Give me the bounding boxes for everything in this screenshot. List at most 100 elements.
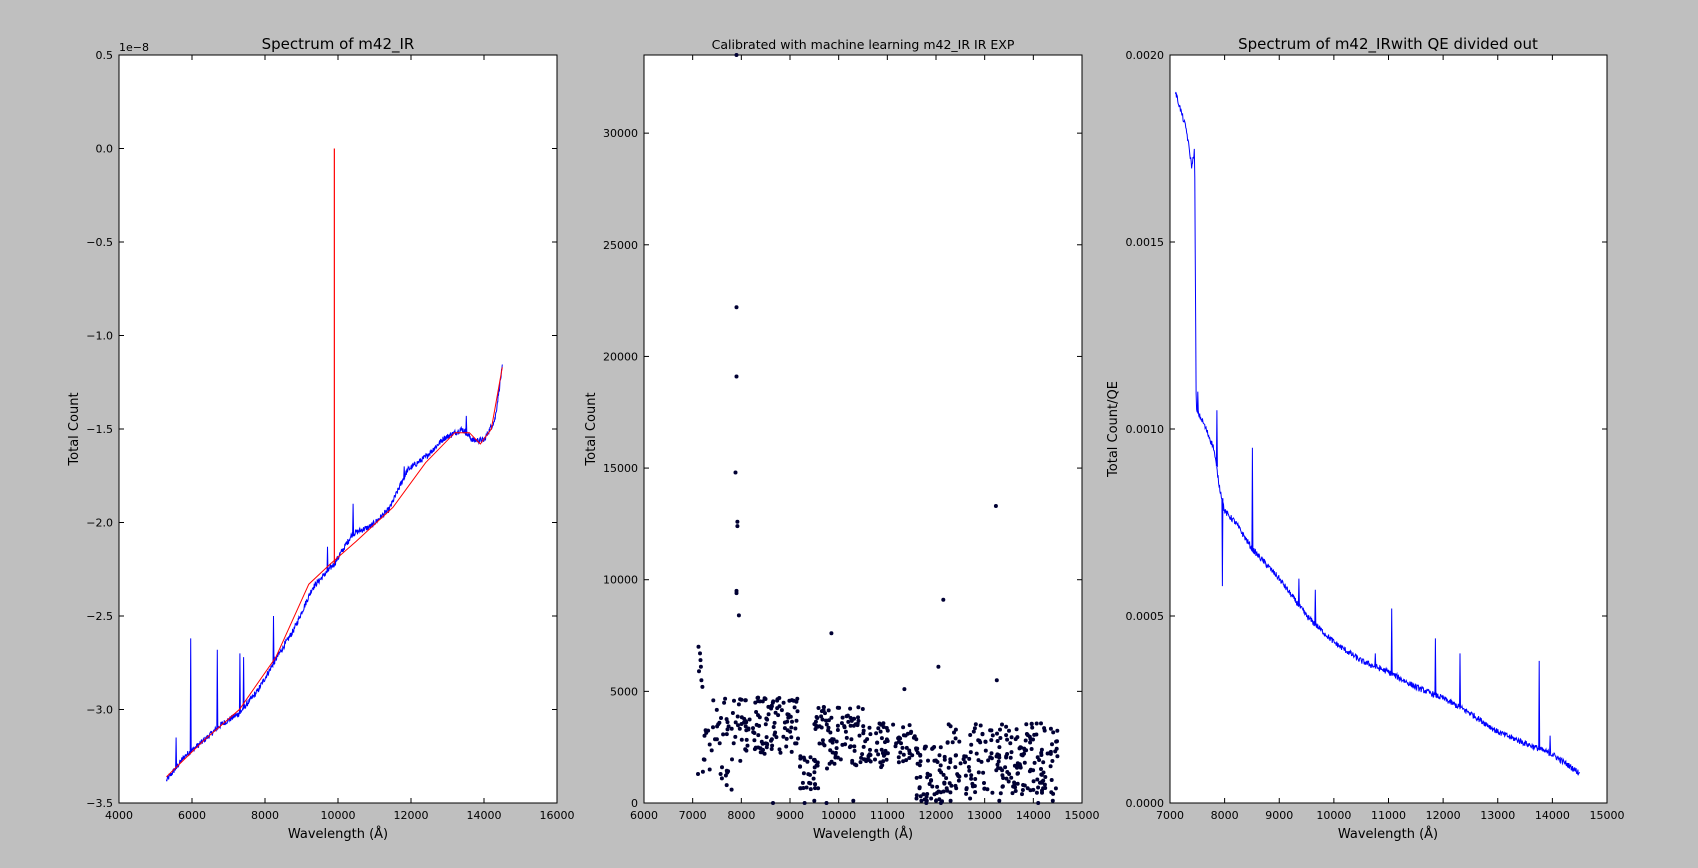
scatter-point	[861, 724, 866, 729]
scatter-point	[950, 740, 955, 745]
scatter-point	[813, 782, 818, 787]
scatter-point	[770, 700, 775, 705]
scatter-point	[967, 768, 972, 773]
scatter-point	[1007, 772, 1012, 776]
scatter-point	[1000, 773, 1005, 778]
scatter-point	[937, 768, 942, 773]
scatter-point	[719, 716, 723, 720]
scatter-point	[896, 760, 901, 765]
scatter-point	[930, 784, 935, 789]
scatter-point	[764, 735, 769, 740]
scatter-point	[843, 729, 848, 734]
scatter-point	[998, 727, 1002, 732]
scatter-point	[988, 728, 993, 733]
scatter-point	[1034, 790, 1039, 795]
y-tick-label: 15000	[603, 462, 638, 475]
scatter-point	[945, 740, 950, 745]
scatter-point	[957, 739, 962, 744]
scatter-point	[1039, 753, 1044, 757]
scatter-point	[990, 790, 995, 795]
scatter-point	[711, 725, 715, 730]
scatter-point	[860, 707, 865, 711]
scatter-point	[1015, 781, 1020, 786]
scatter-point	[851, 798, 856, 803]
scatter-point	[885, 751, 890, 756]
scatter-point	[973, 722, 978, 727]
scatter-point	[922, 746, 927, 751]
scatter-point	[735, 714, 740, 719]
scatter-point	[831, 737, 836, 742]
scatter-point	[947, 781, 952, 786]
scatter-point	[1050, 798, 1055, 803]
scatter-point	[732, 698, 736, 703]
scatter-point	[798, 764, 802, 769]
scatter-point	[833, 755, 838, 760]
x-tick-label: 9000	[1265, 809, 1293, 822]
scatter-point	[876, 752, 881, 757]
scatter-point	[952, 730, 956, 735]
scatter-point	[724, 783, 729, 788]
scatter-point	[1055, 754, 1060, 759]
scatter-point	[770, 743, 775, 748]
scatter-point	[763, 697, 768, 701]
scatter-point	[777, 747, 782, 752]
scatter-point	[784, 744, 789, 749]
scatter-point	[752, 731, 757, 735]
scatter-point	[721, 732, 726, 737]
scatter-point	[738, 758, 743, 763]
scatter-point	[733, 734, 738, 739]
scatter-point	[898, 750, 903, 755]
scatter-point	[1003, 765, 1008, 770]
scatter-point	[828, 748, 833, 753]
scatter-point	[1007, 728, 1011, 733]
scatter-point	[1049, 778, 1054, 782]
scatter-point	[1008, 741, 1013, 746]
scatter-point	[901, 752, 906, 757]
scatter-point	[1009, 775, 1014, 780]
scatter-point	[973, 777, 978, 781]
scatter-point	[1036, 801, 1041, 805]
scatter-point	[925, 775, 930, 780]
chart-title: Spectrum of m42_IR	[262, 35, 415, 54]
data-marks	[165, 148, 503, 782]
scatter-point	[938, 763, 943, 768]
scatter-point	[929, 778, 933, 783]
scatter-point	[718, 772, 723, 776]
x-tick-label: 4000	[105, 809, 133, 822]
scatter-point	[816, 786, 821, 791]
scatter-point	[714, 737, 719, 742]
scatter-point	[826, 718, 831, 723]
scatter-point	[736, 702, 741, 707]
scatter-point	[796, 736, 800, 741]
scatter-point	[824, 801, 829, 805]
scatter-point	[773, 730, 778, 735]
scatter-point	[856, 715, 860, 720]
scatter-point	[972, 726, 977, 731]
x-ticks: 7000 8000 9000 10000 11000 12000 13000 14000 150…	[1156, 55, 1625, 822]
x-tick-label: 8000	[251, 809, 279, 822]
scatter-point	[771, 801, 775, 805]
scatter-point	[938, 745, 943, 750]
scatter-point	[918, 759, 923, 764]
scatter-point	[944, 786, 949, 791]
scatter-point	[829, 631, 834, 636]
scatter-point	[1043, 786, 1048, 790]
scatter-point	[964, 787, 969, 792]
scatter-point	[816, 706, 821, 710]
scatter-point	[1045, 751, 1050, 756]
scatter-point	[863, 739, 868, 744]
scatter-point	[754, 710, 759, 714]
y-tick-label: −0.5	[86, 236, 113, 249]
x-tick-label: 6000	[630, 809, 658, 822]
scatter-point	[747, 717, 752, 722]
y-tick-label: −2.0	[86, 517, 113, 530]
scatter-point	[924, 798, 929, 803]
scatter-point	[956, 778, 961, 783]
scatter-point	[976, 770, 981, 775]
scatter-point	[930, 746, 935, 751]
scatter-point	[986, 758, 991, 763]
scatter-point	[937, 753, 942, 758]
data-marks	[1175, 91, 1581, 777]
scatter-point	[707, 742, 712, 747]
y-axis-label: Total Count/QE	[1106, 381, 1121, 478]
